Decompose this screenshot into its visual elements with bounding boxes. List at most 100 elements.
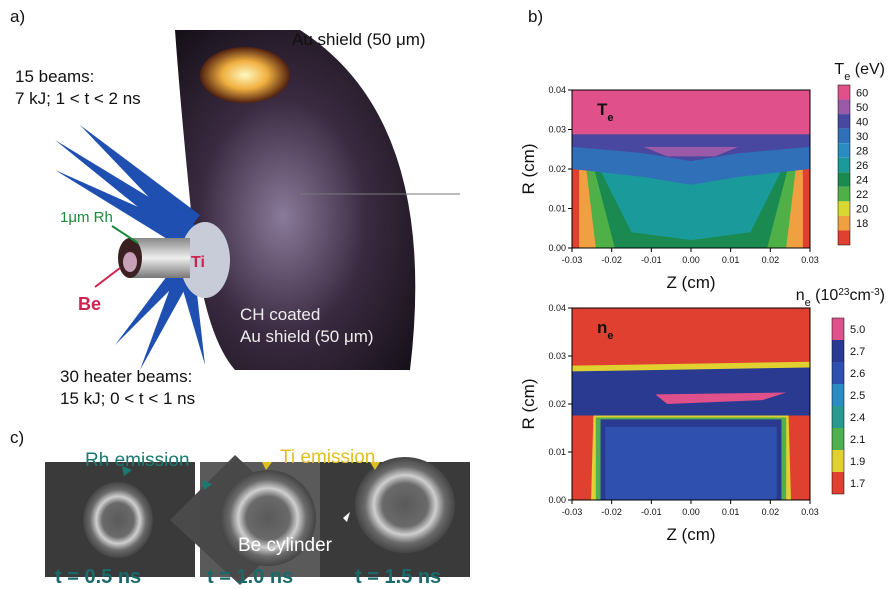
time-label: t = 1.5 ns — [355, 566, 441, 588]
y-tick-label: 0.01 — [548, 204, 566, 214]
panel-a: a) Au shield (50 μm) 15 beams: 7 kJ; 1 <… — [10, 7, 460, 408]
colorbar-label: 1.9 — [850, 456, 865, 468]
colorbar-label: 1.7 — [850, 478, 865, 490]
x-tick-label: 0.01 — [722, 507, 740, 517]
time-label: t = 1.0 ns — [207, 566, 293, 588]
y-axis-label: R (cm) — [519, 144, 538, 195]
annotation: Rh emission — [85, 450, 190, 471]
x-tick-label: -0.01 — [641, 507, 662, 517]
x-axis-label: Z (cm) — [666, 525, 715, 544]
colorbar-title-part: 23 — [838, 287, 850, 298]
colorbar-label: 2.6 — [850, 368, 865, 380]
colorbar-swatch — [838, 201, 850, 216]
y-tick-label: 0.04 — [548, 85, 566, 95]
colorbar-title-part: (eV) — [850, 61, 885, 78]
x-tick-label: -0.02 — [601, 507, 622, 517]
annotation: Ti — [191, 254, 205, 271]
x-tick-label: 0.01 — [722, 255, 740, 265]
y-axis-label: R (cm) — [519, 379, 538, 430]
x-tick-label: -0.03 — [562, 507, 583, 517]
y-tick-label: 0.02 — [548, 399, 566, 409]
contour-region — [605, 427, 776, 500]
colorbar-title-part: cm — [849, 287, 870, 304]
colorbar-label: 26 — [856, 160, 868, 172]
colorbar-swatch — [832, 472, 844, 494]
panel-label: c) — [10, 428, 24, 447]
panel-label: a) — [10, 7, 25, 26]
figure: a) Au shield (50 μm) 15 beams: 7 kJ; 1 <… — [0, 0, 896, 589]
colorbar-label: 20 — [856, 204, 868, 216]
colorbar-label: 60 — [856, 87, 868, 99]
colorbar-swatch — [838, 216, 850, 231]
y-tick-label: 0.04 — [548, 303, 566, 313]
annotation: 30 heater beams: — [60, 367, 192, 386]
y-tick-label: 0.03 — [548, 351, 566, 361]
colorbar-swatch — [832, 384, 844, 406]
colorbar-label: 50 — [856, 102, 868, 114]
colorbar-swatch — [838, 172, 850, 187]
colorbar-swatch — [838, 143, 850, 158]
colorbar-label: 2.7 — [850, 346, 865, 358]
x-tick-label: 0.02 — [762, 507, 780, 517]
colorbar-label: 2.1 — [850, 434, 865, 446]
colorbar-swatch — [832, 362, 844, 384]
annotation: Be cylinder — [238, 535, 333, 556]
annotation: Au shield (50 μm) — [292, 30, 426, 49]
annotation: CH coated — [240, 305, 320, 324]
colorbar-label: 2.4 — [850, 412, 865, 424]
colorbar-swatch — [832, 450, 844, 472]
colorbar-label: 2.5 — [850, 390, 865, 402]
annotation: 1μm Rh — [60, 209, 113, 226]
y-tick-label: 0.02 — [548, 164, 566, 174]
annotation: 15 beams: — [15, 67, 94, 86]
tag-part: n — [597, 318, 607, 337]
colorbar-swatch — [838, 114, 850, 129]
x-tick-label: 0.03 — [801, 255, 819, 265]
colorbar-label: 40 — [856, 116, 868, 128]
colorbar-swatch — [838, 85, 850, 100]
annotation: 7 kJ; 1 < t < 2 ns — [15, 89, 141, 108]
colorbar-label: 18 — [856, 218, 868, 230]
colorbar-label: 30 — [856, 131, 868, 143]
emission-ring — [355, 457, 455, 553]
x-axis-label: Z (cm) — [666, 273, 715, 292]
y-tick-label: 0.01 — [548, 447, 566, 457]
x-tick-label: 0.03 — [801, 507, 819, 517]
colorbar-title-part: ) — [880, 287, 885, 304]
colorbar-swatch — [832, 340, 844, 362]
time-label: t = 0.5 ns — [55, 566, 141, 588]
x-tick-label: 0.02 — [762, 255, 780, 265]
annotation: Ti emission — [280, 447, 375, 468]
colorbar-title: ne (1023cm-3) — [796, 287, 885, 310]
emission-ring — [83, 482, 153, 558]
y-tick-label: 0.00 — [548, 243, 566, 253]
be-arrow — [95, 268, 120, 287]
colorbar-title-part: (10 — [811, 287, 839, 304]
colorbar-label: 5.0 — [850, 324, 865, 336]
tag-part: T — [597, 100, 608, 119]
colorbar-swatch — [838, 129, 850, 144]
contour-plot: 0.00 0.01 0.02 0.03 0.04 -0.03 -0.02 -0.01 0.00 0… — [519, 287, 885, 545]
y-tick-label: 0.00 — [548, 495, 566, 505]
colorbar-title-part: n — [796, 287, 805, 304]
colorbar-title: Te (eV) — [834, 61, 885, 83]
colorbar-swatch — [832, 428, 844, 450]
x-tick-label: 0.00 — [682, 507, 700, 517]
colorbar-title-part: T — [834, 61, 844, 78]
cylinder-hole — [123, 252, 137, 272]
panel-c: c) Rh emission Ti emission Be cylinder t… — [10, 428, 470, 588]
colorbar-swatch — [832, 406, 844, 428]
annotation: Be — [78, 294, 101, 314]
y-tick-label: 0.03 — [548, 125, 566, 135]
shield-glow — [200, 47, 290, 103]
colorbar-swatch — [838, 158, 850, 173]
annotation: 15 kJ; 0 < t < 1 ns — [60, 389, 195, 408]
x-tick-label: -0.03 — [562, 255, 583, 265]
annotation: Au shield (50 μm) — [240, 327, 374, 346]
colorbar-swatch — [838, 187, 850, 202]
contour-region — [572, 368, 810, 416]
colorbar-swatch — [838, 100, 850, 115]
colorbar-label: 28 — [856, 145, 868, 157]
